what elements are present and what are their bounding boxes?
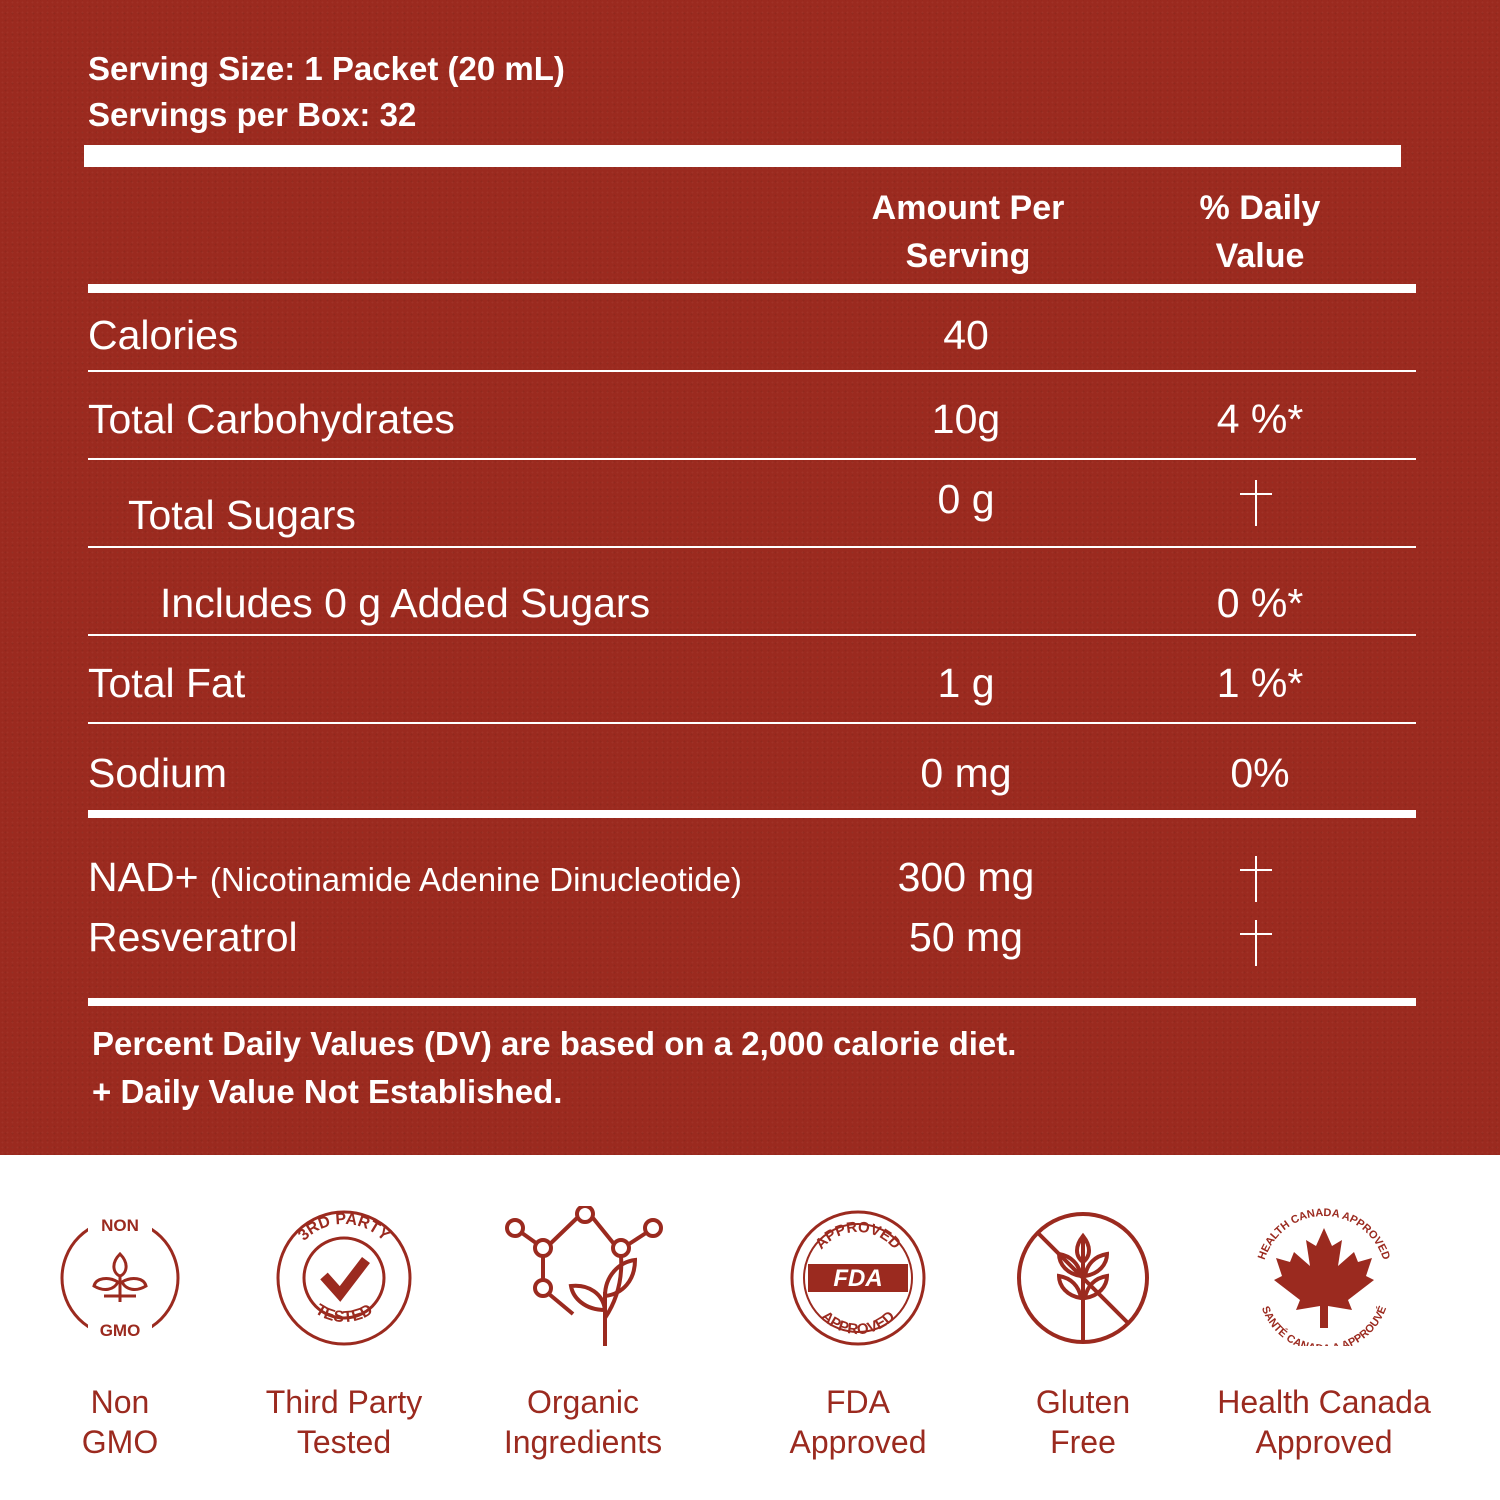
servings-per-box: Servings per Box: 32 bbox=[88, 96, 417, 133]
nad-label: NAD+ (Nicotinamide Adenine Dinucleotide) bbox=[88, 854, 742, 900]
total-sugars-amount: 0 g bbox=[937, 476, 995, 522]
non-gmo-icon: NON GMO bbox=[60, 1212, 180, 1344]
added-sugars-dv: 0 %* bbox=[1216, 580, 1304, 626]
total-fat-amount: 1 g bbox=[937, 660, 995, 706]
dagger-icon bbox=[1240, 480, 1272, 526]
nad-amount: 300 mg bbox=[897, 854, 1035, 900]
caption-organic: Organic Ingredients bbox=[503, 1384, 663, 1460]
bottom-rule bbox=[88, 998, 1416, 1006]
carbohydrates-label: Total Carbohydrates bbox=[88, 396, 455, 442]
maple-leaf-icon bbox=[1274, 1228, 1374, 1328]
caption-health-canada: Health Canada Approved bbox=[1217, 1384, 1431, 1460]
serving-size: Serving Size: 1 Packet (20 mL) bbox=[88, 50, 565, 87]
footnote-dv: Percent Daily Values (DV) are based on a… bbox=[92, 1025, 1017, 1062]
svg-text:APPROVED: APPROVED bbox=[818, 1308, 899, 1339]
footnote-dagger: + Daily Value Not Established. bbox=[92, 1073, 563, 1110]
total-fat-label: Total Fat bbox=[88, 660, 246, 706]
header-rule bbox=[88, 284, 1416, 293]
row-divider bbox=[88, 546, 1416, 548]
total-fat-dv: 1 %* bbox=[1216, 660, 1304, 706]
svg-text:GMO: GMO bbox=[100, 1321, 141, 1340]
sodium-amount: 0 mg bbox=[920, 750, 1012, 796]
total-sugars-label: Total Sugars bbox=[128, 492, 356, 538]
caption-non-gmo: Non GMO bbox=[81, 1384, 159, 1460]
third-party-tested-icon: 3RD PARTY TESTED bbox=[276, 1210, 412, 1346]
molecule-leaf-icon bbox=[505, 1206, 663, 1346]
row-divider bbox=[88, 634, 1416, 636]
nutrition-facts-panel: Serving Size: 1 Packet (20 mL) Servings … bbox=[0, 0, 1500, 1155]
sodium-dv: 0% bbox=[1230, 750, 1290, 796]
svg-text:NON: NON bbox=[101, 1216, 139, 1235]
svg-text:TESTED: TESTED bbox=[312, 1301, 375, 1326]
fda-approved-icon: APPROVED APPROVED FDA bbox=[790, 1210, 926, 1346]
calories-label: Calories bbox=[88, 312, 239, 358]
carbohydrates-dv: 4 %* bbox=[1216, 396, 1304, 442]
svg-text:FDA: FDA bbox=[833, 1265, 882, 1292]
row-divider bbox=[88, 458, 1416, 460]
dagger-icon bbox=[1240, 856, 1272, 902]
resveratrol-amount: 50 mg bbox=[909, 914, 1023, 960]
caption-fda: FDA Approved bbox=[789, 1384, 927, 1460]
caption-third-party: Third Party Tested bbox=[265, 1384, 423, 1460]
health-canada-icon: HEALTH CANADA APPROVED SANTÉ CANADA A AP… bbox=[1256, 1207, 1392, 1346]
daily-value-header: % Daily Value bbox=[1199, 189, 1321, 275]
dagger-icon bbox=[1240, 920, 1272, 966]
row-divider bbox=[88, 370, 1416, 372]
resveratrol-label: Resveratrol bbox=[88, 914, 298, 960]
sodium-rule bbox=[88, 810, 1416, 818]
calories-amount: 40 bbox=[943, 312, 989, 358]
caption-gluten-free: Gluten Free bbox=[1035, 1384, 1131, 1460]
added-sugars-label: Includes 0 g Added Sugars bbox=[160, 580, 651, 626]
carbohydrates-amount: 10g bbox=[931, 396, 1001, 442]
top-thick-rule bbox=[84, 145, 1401, 167]
gluten-free-icon bbox=[1017, 1212, 1149, 1344]
amount-per-serving-header: Amount Per Serving bbox=[871, 189, 1065, 275]
row-divider bbox=[88, 722, 1416, 724]
sodium-label: Sodium bbox=[88, 750, 228, 796]
